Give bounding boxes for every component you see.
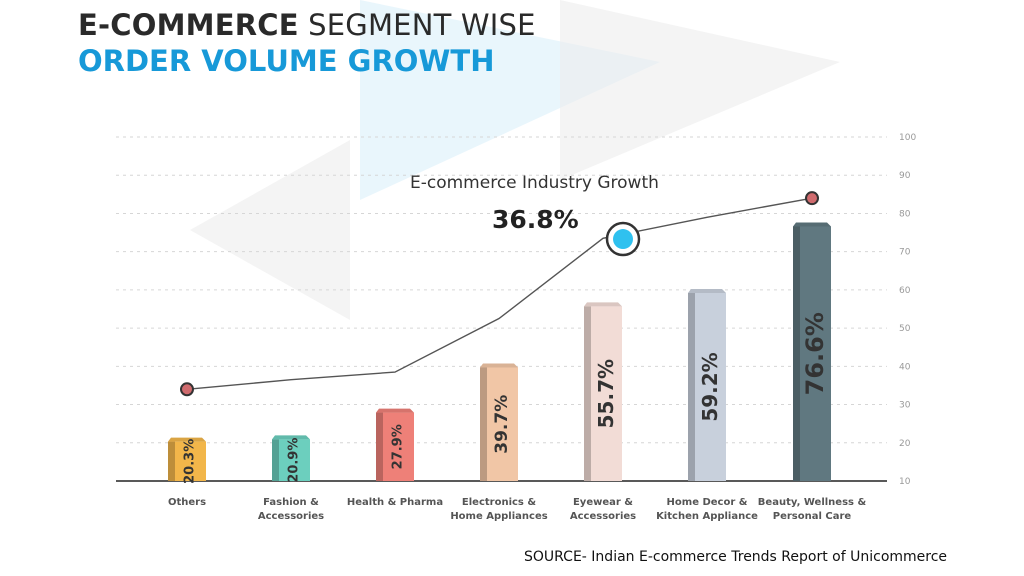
bar: 59.2% bbox=[688, 288, 726, 481]
trend-polyline bbox=[186, 197, 813, 390]
bar-side bbox=[168, 441, 175, 481]
industry-point bbox=[613, 229, 633, 250]
trend-end-point bbox=[805, 191, 819, 206]
chart-subtitle: ORDER VOLUME GROWTH bbox=[78, 44, 495, 78]
bar-value-label: 27.9% bbox=[391, 424, 406, 469]
y-tick-label: 70 bbox=[899, 248, 911, 258]
bar-top bbox=[168, 437, 206, 442]
x-category-label: Eyewear & Accessories bbox=[570, 497, 636, 522]
bar-top bbox=[688, 288, 726, 293]
bar: 27.9% bbox=[376, 408, 414, 481]
bar-value-label: 20.3% bbox=[183, 439, 198, 484]
y-tick-label: 20 bbox=[899, 439, 911, 449]
annotation-text: E-commerce Industry Growth bbox=[410, 173, 659, 193]
bar-side bbox=[376, 412, 383, 481]
bar-value-label: 20.9% bbox=[287, 438, 302, 483]
bar: 20.9% bbox=[272, 435, 310, 483]
y-tick-label: 100 bbox=[899, 133, 916, 143]
bar-side bbox=[688, 292, 695, 481]
chart-title: E-COMMERCE SEGMENT WISE bbox=[78, 8, 536, 42]
bar-value-label: 39.7% bbox=[492, 395, 512, 454]
y-tick-label: 30 bbox=[899, 401, 911, 411]
bar: 76.6% bbox=[793, 222, 831, 481]
bar-side bbox=[272, 439, 279, 481]
annotation-value: 36.8% bbox=[492, 205, 579, 234]
x-category-label: Electronics & Home Appliances bbox=[450, 497, 547, 522]
bar: 20.3% bbox=[168, 437, 206, 484]
bar: 55.7% bbox=[584, 302, 622, 481]
x-category-label: Beauty, Wellness & Personal Care bbox=[758, 497, 867, 522]
y-tick-label: 50 bbox=[899, 324, 911, 334]
bar-top bbox=[376, 408, 414, 413]
bar-value-label: 55.7% bbox=[594, 359, 618, 428]
y-tick-label: 10 bbox=[899, 477, 911, 487]
source-note: SOURCE- Indian E-commerce Trends Report … bbox=[524, 549, 948, 565]
y-tick-label: 60 bbox=[899, 286, 911, 296]
x-category-label: Home Decor & Kitchen Appliance bbox=[656, 497, 758, 522]
background-play-arrows bbox=[190, 0, 840, 320]
x-category-labels: Others Fashion & Accessories Health & Pharm… bbox=[168, 497, 867, 522]
x-category-label: Fashion & Accessories bbox=[258, 497, 324, 522]
bar-side bbox=[480, 367, 487, 481]
x-category-label: Health & Pharma bbox=[347, 497, 443, 508]
bars: 20.3% 20.9% 27.9% 39.7% 55.7% 59.2% 76.6% bbox=[168, 222, 831, 484]
bar-top bbox=[480, 363, 518, 368]
bar-top bbox=[793, 222, 831, 227]
x-category-label: Others bbox=[168, 497, 206, 508]
bar-top bbox=[272, 435, 310, 440]
y-tick-label: 80 bbox=[899, 209, 911, 219]
y-tick-labels: 10 20 30 40 50 60 70 80 90 100 bbox=[899, 133, 916, 487]
bar-side bbox=[584, 306, 591, 481]
bar-value-label: 76.6% bbox=[801, 312, 829, 395]
bar-value-label: 59.2% bbox=[698, 352, 722, 421]
title-block: E-COMMERCE SEGMENT WISE ORDER VOLUME GRO… bbox=[78, 8, 536, 78]
title-bold: E-COMMERCE bbox=[78, 8, 299, 42]
trend-line bbox=[180, 191, 819, 397]
bar-side bbox=[793, 226, 800, 481]
y-tick-label: 90 bbox=[899, 171, 911, 181]
trend-end-point bbox=[180, 382, 194, 397]
title-rest: SEGMENT WISE bbox=[308, 8, 536, 42]
y-tick-label: 40 bbox=[899, 362, 911, 372]
bar-top bbox=[584, 302, 622, 307]
bar: 39.7% bbox=[480, 363, 518, 481]
